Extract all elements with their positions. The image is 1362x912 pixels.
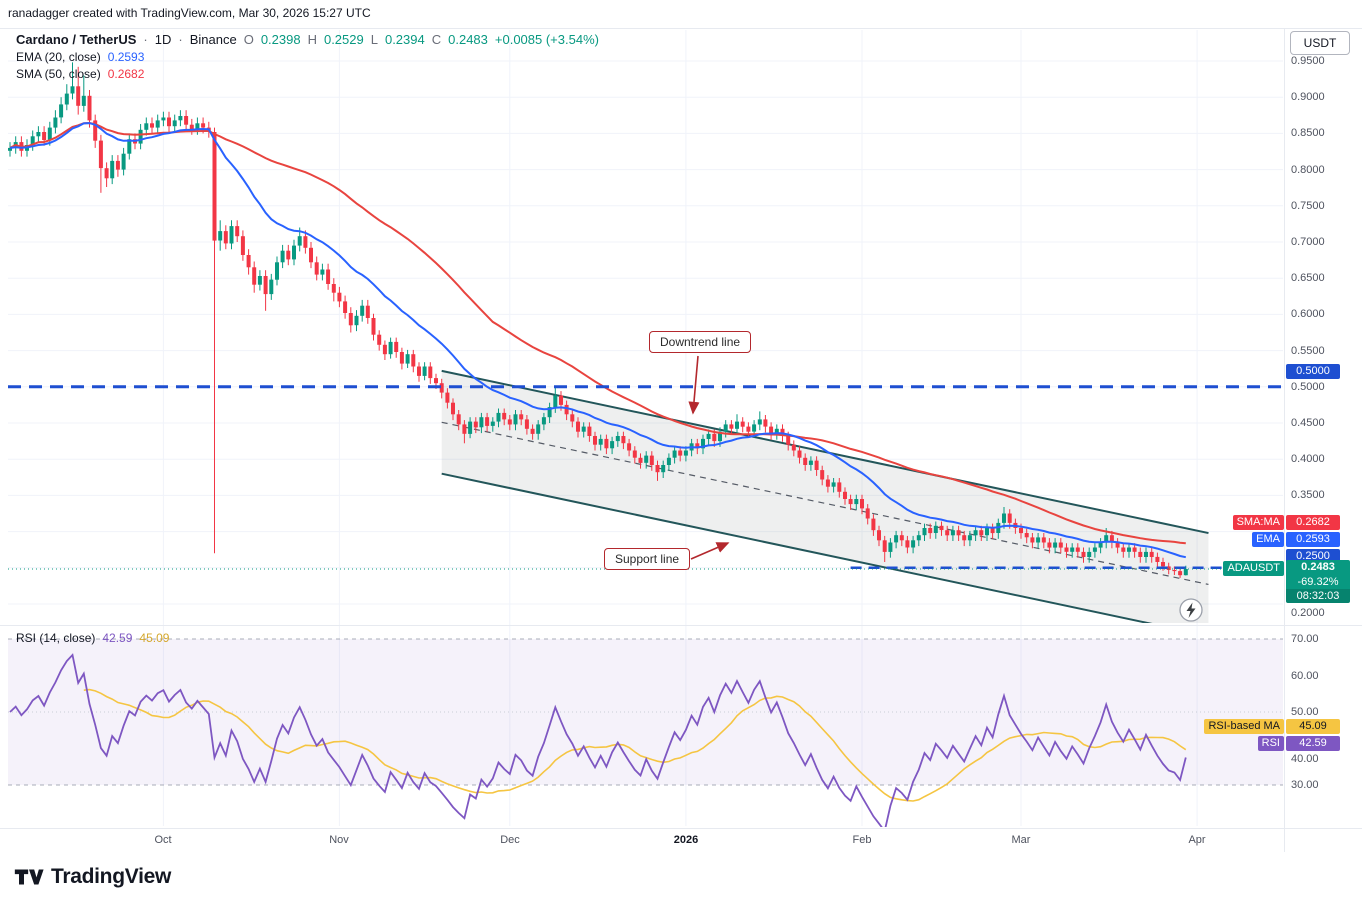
rsi-axis-label: 70.00 [1291, 633, 1319, 645]
sma-value: 0.2682 [107, 67, 145, 81]
price-axis-label: 0.6000 [1291, 308, 1325, 320]
interval-label: 1D [154, 32, 172, 47]
rsi-legend-row[interactable]: RSI (14, close) 42.59 45.09 [16, 631, 169, 645]
callout-arrows [688, 355, 730, 560]
time-axis-label: Mar [1011, 834, 1031, 846]
price-axis-label: 0.6500 [1291, 272, 1325, 284]
symbol-legend-row[interactable]: Cardano / TetherUS · 1D · Binance O 0.239… [16, 32, 599, 47]
rsi-ma-value: 45.09 [139, 631, 170, 645]
rsi-line [9, 653, 1187, 827]
time-axis-label: Oct [154, 834, 172, 846]
rsi-axis-tag: RSI [1257, 736, 1284, 751]
rsi-axis-label: 40.00 [1291, 753, 1319, 765]
bar-countdown: 08:32:03 [1286, 589, 1350, 603]
price-axis-label: 0.5500 [1291, 345, 1325, 357]
change-value: +0.0085 (+3.54%) [494, 32, 599, 47]
rsi-ma-axis-value: 45.09 [1286, 719, 1340, 734]
time-axis-label: 2026 [673, 834, 699, 846]
rsi-ma-line [83, 688, 1187, 802]
currency-toggle-button[interactable]: USDT [1290, 31, 1350, 55]
price-axis-label: 0.4000 [1291, 453, 1325, 465]
rsi-axis-label: 50.00 [1291, 706, 1319, 718]
time-axis-label: Dec [500, 834, 520, 846]
close-label: C [431, 32, 442, 47]
ema-axis-value: 0.2593 [1286, 532, 1340, 547]
legend-separator: · [178, 32, 183, 47]
top-border [0, 28, 1362, 29]
ema-axis-tag: EMA [1252, 532, 1284, 547]
symbol-price-box: 0.2483 -69.32% 08:32:03 [1286, 560, 1350, 603]
high-value: 0.2529 [323, 32, 364, 47]
time-axis-label: Feb [852, 834, 872, 846]
channel-upper-line [441, 369, 1209, 535]
tradingview-logo-icon [14, 869, 44, 885]
low-value: 0.2394 [384, 32, 425, 47]
legend-separator: · [143, 32, 148, 47]
price-axis-label: 0.8500 [1291, 127, 1325, 139]
downtrend-arrow [688, 355, 700, 415]
low-label: L [370, 32, 378, 47]
tradingview-logo-text: TradingView [51, 865, 172, 888]
time-axis-label: Nov [329, 834, 349, 846]
rsi-axis-label: 60.00 [1291, 670, 1319, 682]
price-axis-label: 0.2000 [1291, 607, 1325, 619]
ema-line [9, 122, 1187, 559]
open-label: O [243, 32, 254, 47]
rsi-ma-axis-tag: RSI-based MA [1204, 719, 1284, 734]
high-label: H [307, 32, 317, 47]
symbol-title: Cardano / TetherUS [16, 32, 137, 47]
sma-axis-value: 0.2682 [1286, 515, 1340, 530]
chart-canvas[interactable] [0, 0, 1362, 860]
time-axis-label: Apr [1188, 834, 1206, 846]
rsi-axis-value: 42.59 [1286, 736, 1340, 751]
change-percent-value: -69.32% [1297, 576, 1339, 588]
close-value: 0.2483 [448, 32, 488, 47]
price-axis-border [1284, 28, 1285, 852]
time-axis-separator [0, 828, 1362, 829]
price-axis-label: 0.7500 [1291, 200, 1325, 212]
price-axis-label: 0.4500 [1291, 417, 1325, 429]
rsi-value: 42.59 [102, 631, 133, 645]
price-axis-label: 0.5000 [1291, 381, 1325, 393]
price-axis-label: 0.7000 [1291, 236, 1325, 248]
sma-line [9, 121, 1186, 545]
open-value: 0.2398 [260, 32, 301, 47]
downtrend-channel[interactable] [441, 369, 1209, 636]
sma-legend-row[interactable]: SMA (50, close) 0.2682 [16, 67, 599, 81]
attribution-text: ranadagger created with TradingView.com,… [8, 6, 371, 20]
price-axis-label: 0.8000 [1291, 164, 1325, 176]
ema-legend-row[interactable]: EMA (20, close) 0.2593 [16, 50, 599, 64]
support-arrow [690, 542, 730, 560]
ema-label: EMA (20, close) [16, 50, 101, 64]
channel-lower-line [441, 472, 1153, 623]
rsi-axis-label: 30.00 [1291, 779, 1319, 791]
downtrend-line-callout[interactable]: Downtrend line [649, 331, 752, 353]
rsi-title: RSI (14, close) [16, 631, 96, 645]
candles-layer [8, 62, 1188, 578]
chart-legend: Cardano / TetherUS · 1D · Binance O 0.239… [16, 32, 599, 84]
price-axis-label: 0.3500 [1291, 489, 1325, 501]
channel-median-line [441, 421, 1209, 586]
exchange-label: Binance [189, 32, 237, 47]
support-line-callout[interactable]: Support line [604, 548, 691, 570]
lightning-icon[interactable] [1179, 598, 1203, 622]
time-scale[interactable] [0, 828, 1284, 852]
pane-separator [0, 625, 1362, 626]
tradingview-logo[interactable]: TradingView [14, 864, 171, 890]
level-50-price-chip: 0.5000 [1286, 364, 1340, 379]
price-axis-label: 0.9500 [1291, 55, 1325, 67]
last-price-value: 0.2483 [1301, 561, 1335, 573]
symbol-axis-tag: ADAUSDT [1223, 561, 1284, 576]
ema-value: 0.2593 [107, 50, 145, 64]
sma-axis-tag: SMA:MA [1232, 515, 1284, 530]
sma-label: SMA (50, close) [16, 67, 101, 81]
price-axis-label: 0.9000 [1291, 91, 1325, 103]
